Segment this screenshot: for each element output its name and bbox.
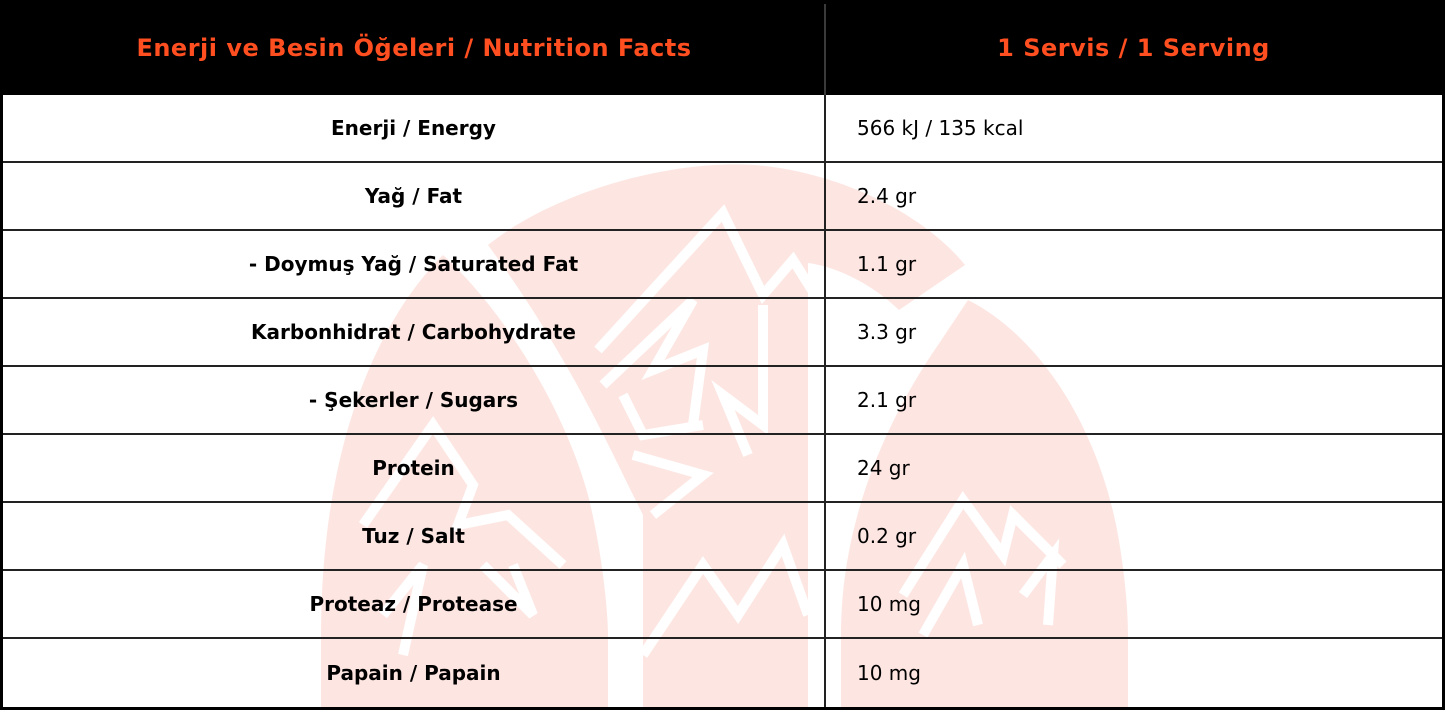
nutrient-label: - Doymuş Yağ / Saturated Fat [248,252,579,276]
nutrient-value: 3.3 gr [857,320,917,344]
nutrient-value: 2.4 gr [857,184,917,208]
header-divider [824,4,826,95]
table-row: Protein 24 gr [3,435,1442,503]
nutrient-value: 566 kJ / 135 kcal [857,116,1024,140]
nutrient-value: 0.2 gr [857,524,917,548]
header-value-column: 1 Servis / 1 Serving [997,33,1270,62]
column-divider [824,95,826,707]
table-row: Karbonhidrat / Carbohydrate 3.3 gr [3,299,1442,367]
nutrient-label: Papain / Papain [326,661,501,685]
nutrient-label: Protein [372,456,455,480]
table-row: - Doymuş Yağ / Saturated Fat 1.1 gr [3,231,1442,299]
header-label-column: Enerji ve Besin Öğeleri / Nutrition Fact… [136,33,692,62]
table-row: Yağ / Fat 2.4 gr [3,163,1442,231]
table-row: Tuz / Salt 0.2 gr [3,503,1442,571]
nutrient-label: Tuz / Salt [362,524,465,548]
table-row: Enerji / Energy 566 kJ / 135 kcal [3,95,1442,163]
nutrient-value: 10 mg [857,661,921,685]
nutrient-value: 10 mg [857,592,921,616]
table-header-row: Enerji ve Besin Öğeleri / Nutrition Fact… [0,0,1445,95]
nutrient-label: Proteaz / Protease [309,592,518,616]
table-body: Enerji / Energy 566 kJ / 135 kcal Yağ / … [3,95,1442,707]
table-row: Papain / Papain 10 mg [3,639,1442,707]
nutrient-label: Karbonhidrat / Carbohydrate [251,320,576,344]
nutrient-value: 24 gr [857,456,910,480]
nutrient-value: 2.1 gr [857,388,917,412]
table-row: Proteaz / Protease 10 mg [3,571,1442,639]
nutrient-label: Enerji / Energy [331,116,496,140]
nutrient-label: - Şekerler / Sugars [308,388,519,412]
nutrient-label: Yağ / Fat [364,184,463,208]
nutrient-value: 1.1 gr [857,252,917,276]
table-row: - Şekerler / Sugars 2.1 gr [3,367,1442,435]
table-rows: Enerji / Energy 566 kJ / 135 kcal Yağ / … [3,95,1442,707]
